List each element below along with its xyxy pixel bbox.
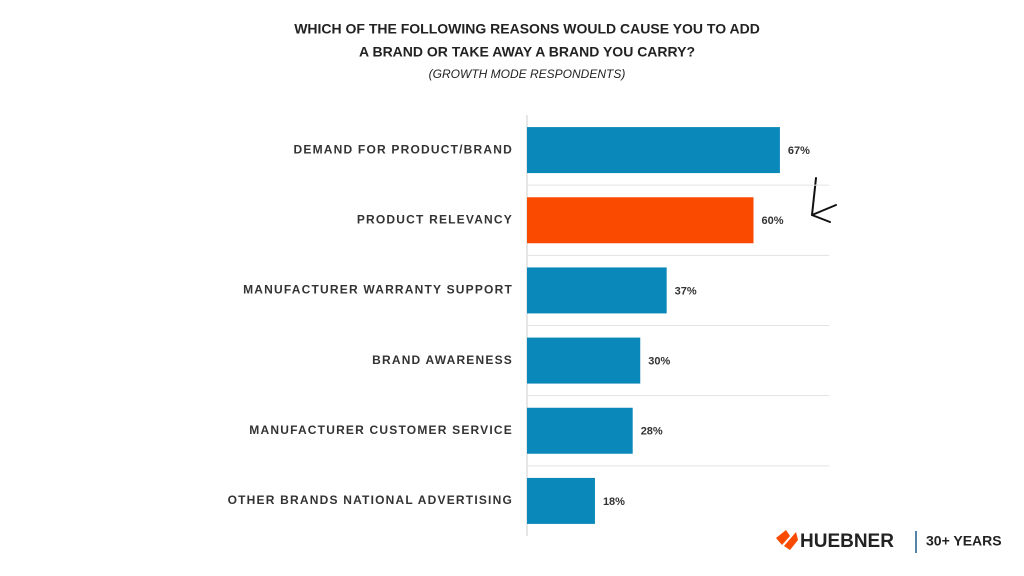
y-tick-label: MANUFACTURER CUSTOMER SERVICE: [249, 423, 513, 437]
chart-subtitle: (GROWTH MODE RESPONDENTS): [429, 67, 626, 81]
bar: [527, 127, 780, 174]
value-label: 30%: [648, 355, 670, 367]
bar: [527, 197, 754, 244]
y-tick-label: MANUFACTURER WARRANTY SUPPORT: [243, 283, 513, 297]
bar: [527, 267, 667, 314]
value-label: 67%: [788, 145, 810, 157]
value-label: 28%: [641, 426, 663, 438]
value-label: 18%: [603, 496, 625, 508]
logo-tagline: 30+ YEARS: [926, 533, 1002, 549]
bar: [527, 477, 595, 524]
hand-drawn-arrow: [810, 177, 837, 223]
y-tick-label: OTHER BRANDS NATIONAL ADVERTISING: [228, 493, 513, 507]
chart-title: A BRAND OR TAKE AWAY A BRAND YOU CARRY?: [359, 44, 695, 60]
logo: HUEBNER 30+ YEARS: [776, 530, 1002, 553]
value-label: 37%: [675, 285, 697, 297]
bar: [527, 407, 633, 454]
chart-title: WHICH OF THE FOLLOWING REASONS WOULD CAU…: [294, 21, 760, 37]
value-label: 60%: [762, 215, 784, 227]
bar: [527, 337, 641, 384]
y-tick-label: DEMAND FOR PRODUCT/BRAND: [294, 142, 513, 156]
y-tick-label: PRODUCT RELEVANCY: [357, 212, 513, 226]
logo-icon: [776, 530, 798, 550]
y-tick-label: BRAND AWARENESS: [372, 353, 513, 367]
logo-name: HUEBNER: [800, 531, 894, 552]
